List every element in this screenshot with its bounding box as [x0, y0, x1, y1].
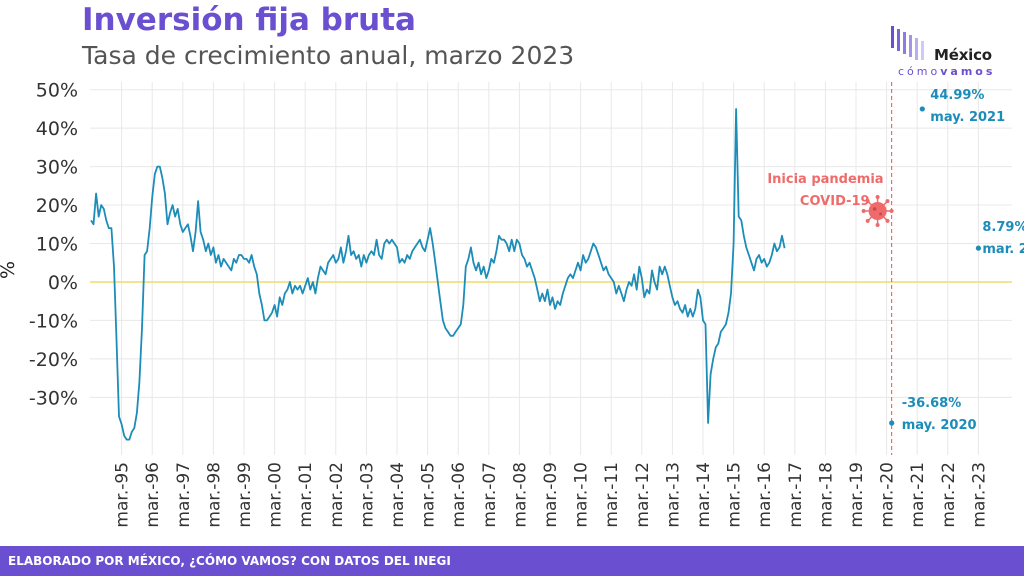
logo-tagline: cómovamos [898, 65, 995, 78]
source-footer: ELABORADO POR MÉXICO, ¿CÓMO VAMOS? CON D… [0, 546, 1024, 576]
y-tick-label: 40% [36, 118, 78, 140]
y-tick-label: 10% [36, 234, 78, 256]
y-tick-label: 30% [36, 157, 78, 179]
logo-tag-bold: vamos [940, 65, 996, 78]
x-tick-label: mar.-18 [816, 462, 836, 528]
x-tick-label: mar.-08 [510, 462, 530, 528]
y-tick-label: -10% [29, 310, 78, 332]
y-tick-label: 50% [36, 80, 78, 102]
x-tick-label: mar.-97 [174, 462, 194, 528]
x-tick-label: mar.-95 [113, 462, 133, 528]
x-tick-label: mar.-13 [663, 462, 683, 528]
y-tick-label: 0% [48, 272, 78, 294]
y-tick-label: -20% [29, 349, 78, 371]
annotation-points [889, 106, 982, 426]
annotation-point [975, 245, 982, 251]
mexico-como-vamos-logo: México cómovamos [888, 20, 998, 82]
x-tick-label: mar.-15 [725, 462, 745, 528]
x-tick-label: mar.-19 [847, 462, 867, 528]
x-tick-label: mar.-17 [786, 462, 806, 528]
x-tick-label: mar.-23 [969, 462, 989, 528]
last-value-label: 8.79% [982, 220, 1024, 235]
chart-subtitle: Tasa de crecimiento anual, marzo 2023 [82, 41, 575, 70]
x-tick-label: mar.-04 [388, 462, 408, 528]
x-tick-label: mar.-14 [694, 462, 714, 528]
virus-icon [861, 195, 894, 227]
y-tick-label: 20% [36, 195, 78, 217]
x-tick-label: mar.-00 [266, 462, 286, 528]
x-tick-label: mar.-22 [939, 462, 959, 528]
x-tick-label: mar.-98 [204, 462, 224, 528]
max-value-label: 44.99% [930, 88, 984, 103]
min-date-label: may. 2020 [902, 418, 977, 433]
pandemic-label-line2: COVID-19 [800, 194, 870, 209]
x-tick-label: mar.-16 [755, 462, 775, 528]
annotation-point [919, 106, 925, 112]
y-axis-label: % [0, 261, 19, 279]
logo-name: México [934, 46, 992, 64]
pandemic-label-line1: Inicia pandemia [767, 172, 883, 187]
x-tick-label: mar.-05 [419, 462, 439, 528]
series-line [90, 108, 786, 441]
y-tick-label: -30% [29, 387, 78, 409]
x-tick-label: mar.-07 [480, 462, 500, 528]
last-date-label: mar. 2023 [982, 242, 1024, 257]
x-tick-label: mar.-20 [878, 462, 898, 528]
logo-bars-icon [891, 26, 924, 60]
x-tick-label: mar.-06 [449, 462, 469, 528]
min-value-label: -36.68% [902, 396, 962, 411]
x-tick-label: mar.-03 [357, 462, 377, 528]
max-date-label: may. 2021 [930, 110, 1005, 125]
line-chart: 50%40%30%20%10%0%-10%-20%-30% mar.-95 mar… [0, 80, 1024, 528]
x-tick-label: mar.-11 [602, 462, 622, 528]
x-tick-label: mar.-09 [541, 462, 561, 528]
x-tick-label: mar.-01 [296, 462, 316, 528]
x-tick-label: mar.-21 [908, 462, 928, 528]
x-tick-label: mar.-12 [633, 462, 653, 528]
y-tick-labels: 50% 40% 30% 20% 10% 0% -10% -20% -30% [29, 80, 78, 410]
x-tick-label: mar.-96 [143, 462, 163, 528]
annotation-point [889, 420, 895, 426]
x-tick-label: mar.-02 [327, 462, 347, 528]
logo-tag-light: cómo [898, 65, 941, 78]
x-tick-labels: mar.-95 mar.-96 mar.-97 mar.-98 mar.-99 mar.-… [113, 462, 990, 528]
grid-lines [90, 82, 1012, 455]
chart-title: Inversión fija bruta [82, 2, 416, 38]
x-tick-label: mar.-99 [235, 462, 255, 528]
x-tick-label: mar.-10 [572, 462, 592, 528]
